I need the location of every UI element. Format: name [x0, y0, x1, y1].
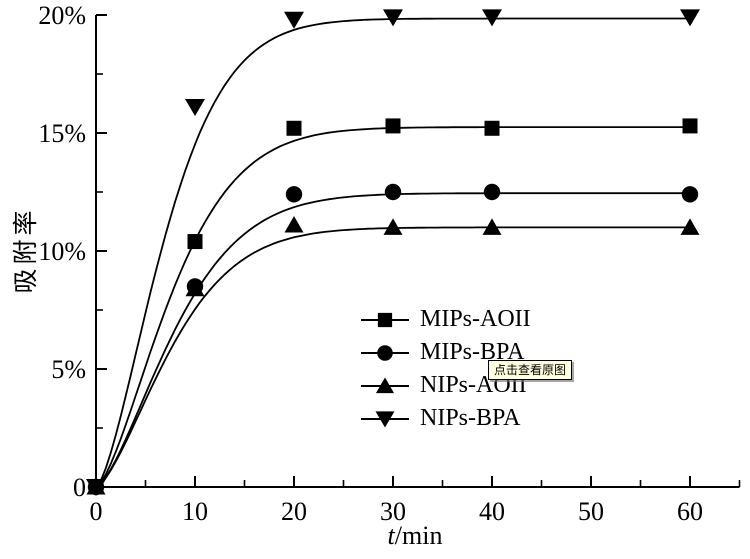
triangle-down-marker-icon	[185, 99, 205, 117]
square-marker-icon	[385, 118, 401, 134]
view-original-tooltip[interactable]: 点击查看原图	[488, 360, 573, 380]
triangle-up-legend-marker-icon	[361, 376, 409, 393]
y-tick-label: 5%	[51, 355, 86, 384]
triangle-up-marker-icon	[680, 218, 700, 235]
series-nips-bpa	[86, 9, 700, 496]
x-axis-title: t/min	[388, 521, 443, 551]
legend-item-mips-aoii: MIPs-AOII	[361, 303, 531, 336]
legend-item-nips-bpa: NIPs-BPA	[361, 402, 531, 435]
x-axis-unit: /min	[394, 521, 443, 550]
y-tick-label: 15%	[38, 119, 86, 148]
triangle-down-legend-marker-icon	[361, 410, 409, 428]
y-tick-label: 20%	[38, 1, 86, 30]
circle-marker-icon	[681, 186, 699, 203]
circle-legend-marker-icon	[361, 344, 409, 361]
square-marker-icon	[377, 312, 393, 327]
x-tick-label: 60	[677, 497, 703, 526]
x-tick-label: 20	[281, 497, 307, 526]
x-tick-label: 0	[90, 497, 103, 526]
triangle-up-marker-icon	[482, 218, 502, 235]
square-marker-icon	[187, 234, 203, 250]
triangle-up-marker-icon	[185, 279, 205, 297]
triangle-down-marker-icon	[284, 11, 304, 29]
x-axis-variable: t	[387, 521, 395, 550]
triangle-up-marker-icon	[383, 218, 403, 235]
y-tick-label: 10%	[38, 237, 86, 266]
y-axis-title: 吸附率	[13, 206, 40, 294]
square-marker-icon	[286, 120, 302, 136]
circle-marker-icon	[377, 344, 393, 361]
circle-marker-icon	[285, 186, 303, 203]
square-marker-icon	[484, 120, 500, 136]
y-tick-label: 0	[73, 473, 86, 502]
triangle-down-marker-icon	[375, 410, 395, 428]
triangle-down-marker-icon	[86, 479, 106, 496]
x-tick-label: 40	[479, 497, 505, 526]
x-tick-label: 10	[182, 497, 208, 526]
square-marker-icon	[682, 118, 698, 134]
triangle-down-marker-icon	[680, 9, 700, 27]
series-nips-aoii	[86, 216, 700, 495]
legend-label: NIPs-BPA	[420, 405, 521, 431]
circle-marker-icon	[483, 183, 501, 201]
triangle-up-marker-icon	[375, 376, 395, 393]
legend-label: MIPs-AOII	[420, 306, 531, 332]
square-legend-marker-icon	[361, 312, 409, 327]
circle-marker-icon	[384, 183, 402, 201]
triangle-down-marker-icon	[383, 9, 403, 27]
triangle-up-marker-icon	[284, 216, 304, 233]
x-tick-label: 30	[380, 497, 406, 526]
triangle-down-marker-icon	[482, 9, 502, 27]
x-tick-label: 50	[578, 497, 604, 526]
